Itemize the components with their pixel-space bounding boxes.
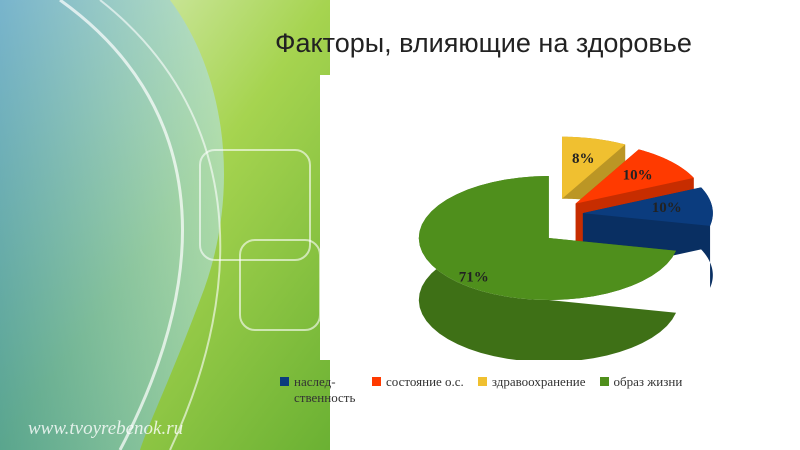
legend-item: состояние о.с. xyxy=(372,374,464,406)
slice-top xyxy=(562,136,626,199)
slice-top xyxy=(582,187,713,226)
pie-chart: 8% 10% 10% 71% xyxy=(418,136,713,363)
legend: наслед-ственность состояние о.с. здравоохр… xyxy=(280,374,800,406)
slice: 71% xyxy=(418,176,677,363)
plot-area: 8% 10% 10% 71% xyxy=(320,75,735,363)
legend-item: наслед-ственность xyxy=(280,374,358,406)
legend-item: здравоохранение xyxy=(477,374,586,406)
legend-label: состояние о.с. xyxy=(386,374,464,389)
legend-swatch xyxy=(372,377,381,386)
legend-swatch xyxy=(599,377,609,386)
legend-swatch xyxy=(280,377,289,386)
data-label: 10% xyxy=(623,168,653,184)
data-label: 10% xyxy=(652,200,682,216)
chart-title: Факторы, влияющие на здоровье xyxy=(275,28,692,58)
data-label: 8% xyxy=(572,151,595,167)
legend-item: образ жизни xyxy=(599,374,683,406)
legend-label: образ жизни xyxy=(613,374,683,389)
decoration xyxy=(0,0,330,450)
legend-swatch xyxy=(477,377,487,386)
legend-label: наслед-ственность xyxy=(294,374,356,405)
slice-top xyxy=(418,176,677,301)
data-label: 71% xyxy=(459,269,489,285)
watermark: www.tvoyrebenok.ru xyxy=(28,418,184,439)
legend-label: здравоохранение xyxy=(491,374,586,389)
slice-top xyxy=(575,149,694,204)
